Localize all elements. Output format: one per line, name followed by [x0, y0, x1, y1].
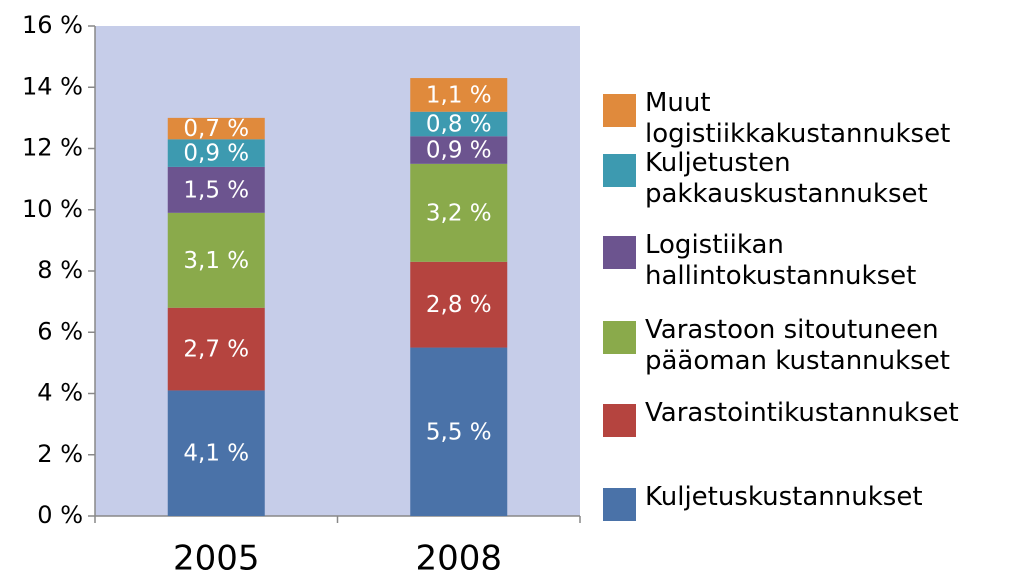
data-label: 2,7 % [183, 337, 249, 363]
legend-swatch [603, 94, 636, 127]
data-label: 0,9 % [183, 141, 249, 167]
data-label: 0,9 % [426, 138, 492, 164]
bar-segment [410, 163, 508, 262]
legend-swatch [603, 236, 636, 269]
legend-swatch [603, 321, 636, 354]
bar-segment [410, 136, 508, 164]
bar-segment [167, 139, 265, 167]
data-label: 0,7 % [183, 116, 249, 142]
data-label: 3,1 % [183, 248, 249, 274]
data-label: 5,5 % [426, 419, 492, 445]
bar-segment [410, 347, 508, 516]
bar-segment [410, 78, 508, 112]
data-label: 4,1 % [183, 441, 249, 467]
legend-label: Varastoon sitoutuneen pääoman kustannuks… [645, 315, 950, 376]
data-label: 2,8 % [426, 292, 492, 318]
legend-label: Varastointikustannukset [645, 398, 959, 428]
bar-segment [167, 117, 265, 140]
y-tick-label: 0 % [37, 501, 83, 529]
legend-label: Kuljetusten pakkauskustannukset [645, 148, 928, 209]
y-tick-label: 10 % [22, 195, 83, 223]
data-label: 0,8 % [426, 112, 492, 138]
y-tick-label: 8 % [37, 256, 83, 284]
bar-segment [410, 111, 508, 137]
y-tick-label: 16 % [22, 11, 83, 39]
legend-label: Logistiikan hallintokustannukset [645, 230, 917, 291]
data-label: 1,5 % [183, 177, 249, 203]
bar-segment [167, 212, 265, 308]
x-tick-label: 2008 [415, 539, 502, 579]
data-label: 1,1 % [426, 82, 492, 108]
bar-segment [167, 307, 265, 391]
bar-segment [410, 261, 508, 348]
y-tick-label: 12 % [22, 134, 83, 162]
legend-label: Kuljetuskustannukset [645, 482, 923, 512]
x-tick-label: 2005 [173, 539, 260, 579]
y-tick-label: 6 % [37, 317, 83, 345]
data-label: 3,2 % [426, 200, 492, 226]
legend-label: Muut logistiikkakustannukset [645, 88, 951, 149]
legend-swatch [603, 154, 636, 187]
y-tick-label: 14 % [22, 72, 83, 100]
y-tick-label: 4 % [37, 379, 83, 407]
bar-segment [167, 166, 265, 213]
legend-swatch [603, 488, 636, 521]
legend-swatch [603, 404, 636, 437]
y-tick-label: 2 % [37, 440, 83, 468]
bar-segment [167, 390, 265, 516]
